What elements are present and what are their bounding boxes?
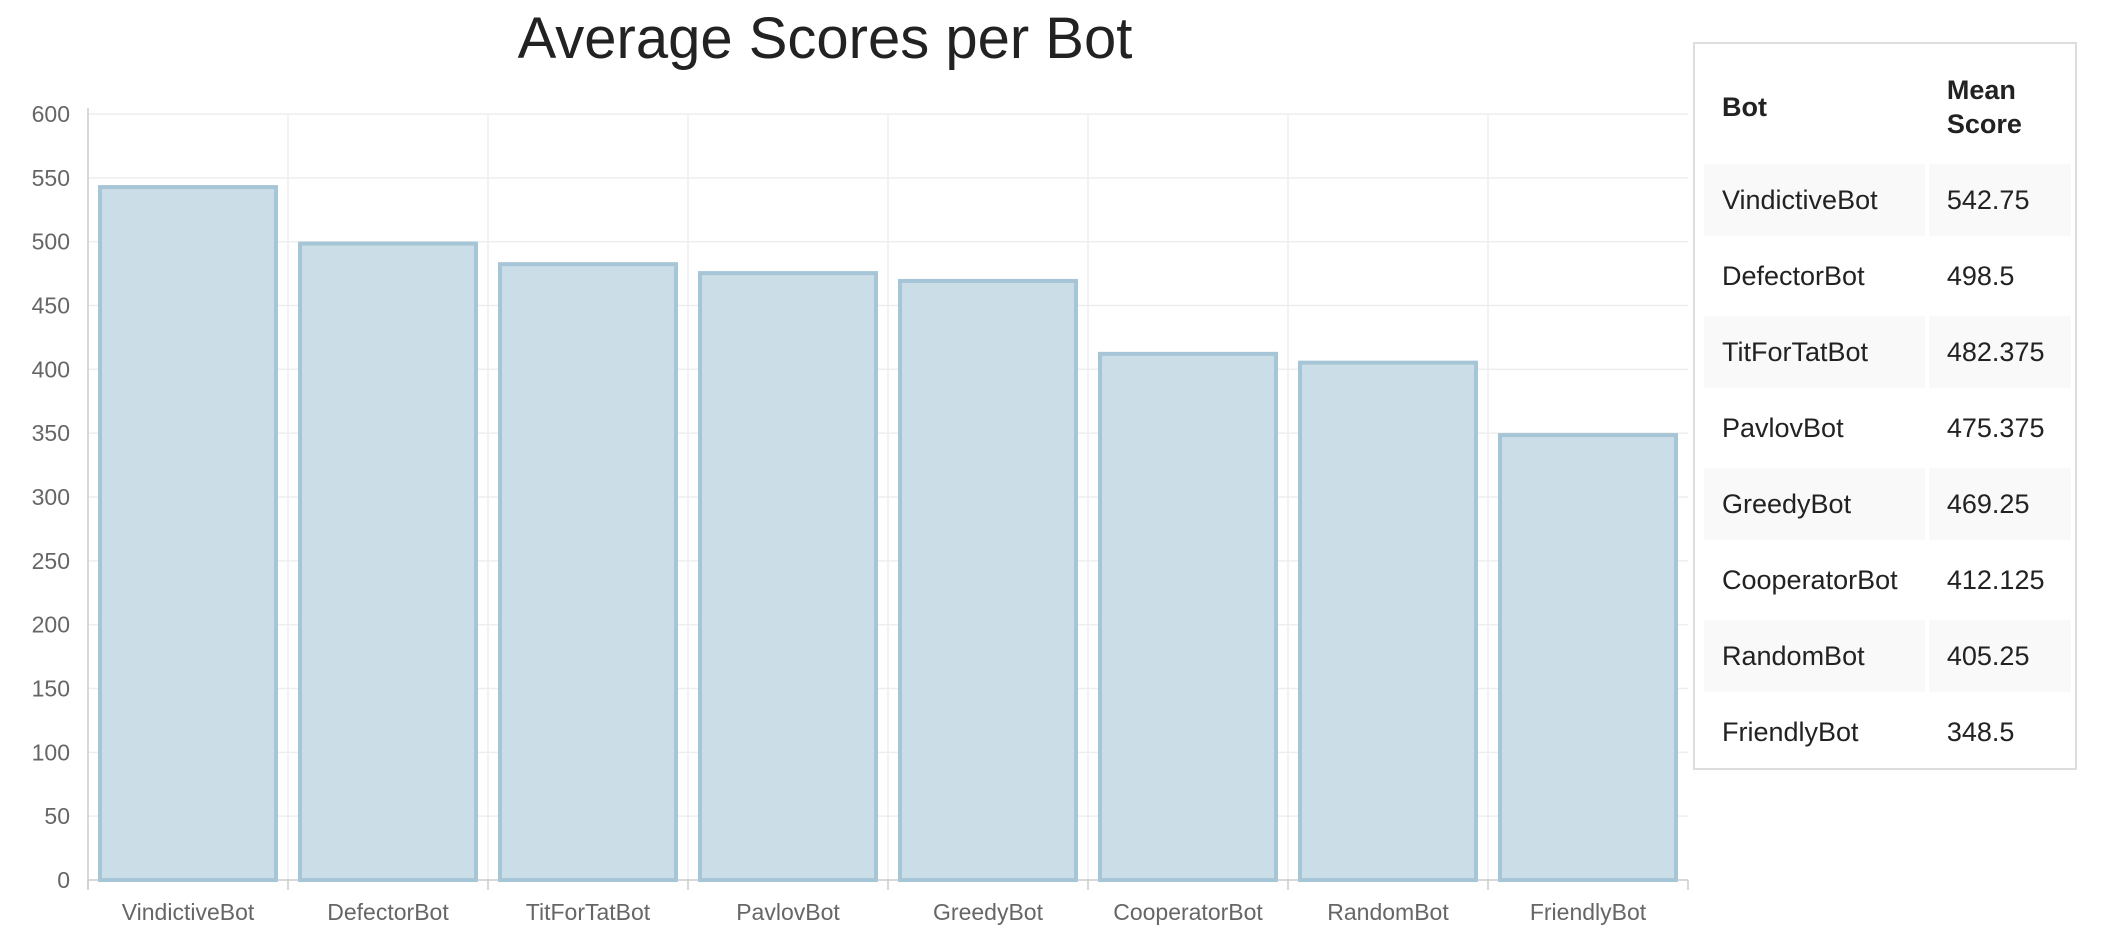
x-tick-label: FriendlyBot xyxy=(1530,899,1647,925)
mean-score-cell: 498.5 xyxy=(1928,240,2071,312)
mean-score-cell: 412.125 xyxy=(1928,544,2071,616)
x-tick-label: CooperatorBot xyxy=(1113,899,1263,925)
table-row: DefectorBot 498.5 xyxy=(1704,240,2071,312)
bot-name-cell: RandomBot xyxy=(1704,620,1925,692)
bot-name-cell: TitForTatBot xyxy=(1704,316,1925,388)
bot-name-cell: GreedyBot xyxy=(1704,468,1925,540)
mean-score-cell: 469.25 xyxy=(1928,468,2071,540)
bot-name-cell: DefectorBot xyxy=(1704,240,1925,312)
bar xyxy=(898,278,1078,882)
mean-score-cell: 348.5 xyxy=(1928,696,2071,768)
y-tick-label: 250 xyxy=(32,548,70,574)
bar xyxy=(98,185,278,882)
x-tick-labels: VindictiveBot DefectorBot TitForTatBot Pavl… xyxy=(122,899,1647,925)
x-tick-label: RandomBot xyxy=(1327,899,1449,925)
bar xyxy=(1298,360,1478,882)
mean-score-cell: 482.375 xyxy=(1928,316,2071,388)
bot-name-cell: VindictiveBot xyxy=(1704,164,1925,236)
x-tick-label: GreedyBot xyxy=(933,899,1044,925)
bar xyxy=(498,262,678,882)
bar xyxy=(1498,433,1678,882)
header-mean-score: Mean Score xyxy=(1928,53,2071,160)
table-row: GreedyBot 469.25 xyxy=(1704,468,2071,540)
y-tick-label: 50 xyxy=(44,803,70,829)
mean-score-cell: 542.75 xyxy=(1928,164,2071,236)
table-row: CooperatorBot 412.125 xyxy=(1704,544,2071,616)
x-tick-label: VindictiveBot xyxy=(122,899,255,925)
mean-score-cell: 475.375 xyxy=(1928,392,2071,464)
bar-chart: 0 50 100 150 200 250 300 350 400 450 500 550 600 Vin… xyxy=(32,101,1689,925)
y-tick-label: 100 xyxy=(32,739,70,765)
table-body: VindictiveBot 542.75 DefectorBot 498.5 T… xyxy=(1704,164,2071,768)
bot-name-cell: PavlovBot xyxy=(1704,392,1925,464)
y-tick-label: 350 xyxy=(32,420,70,446)
bar-layer xyxy=(98,185,1678,883)
y-tick-label: 600 xyxy=(32,101,70,127)
bot-name-cell: CooperatorBot xyxy=(1704,544,1925,616)
y-tick-label: 0 xyxy=(57,867,70,893)
x-tick-label: DefectorBot xyxy=(327,899,449,925)
bar xyxy=(1098,351,1278,882)
table-row: TitForTatBot 482.375 xyxy=(1704,316,2071,388)
table-header-row: Bot Mean Score xyxy=(1704,53,2071,160)
y-tick-label: 200 xyxy=(32,612,70,638)
chart-title: Average Scores per Bot xyxy=(517,6,1133,71)
table-row: PavlovBot 475.375 xyxy=(1704,392,2071,464)
table-row: VindictiveBot 542.75 xyxy=(1704,164,2071,236)
mean-score-panel: Bot Mean Score VindictiveBot 542.75 Defe… xyxy=(1693,42,2077,770)
header-bot: Bot xyxy=(1704,53,1925,160)
y-tick-labels: 0 50 100 150 200 250 300 350 400 450 500 550 600 xyxy=(32,101,70,893)
y-tick-label: 300 xyxy=(32,484,70,510)
bar xyxy=(698,271,878,883)
y-tick-label: 500 xyxy=(32,229,70,255)
x-tick-label: PavlovBot xyxy=(736,899,840,925)
y-tick-label: 400 xyxy=(32,356,70,382)
y-tick-label: 150 xyxy=(32,676,70,702)
y-tick-label: 550 xyxy=(32,165,70,191)
bot-name-cell: FriendlyBot xyxy=(1704,696,1925,768)
table-row: RandomBot 405.25 xyxy=(1704,620,2071,692)
y-tick-label: 450 xyxy=(32,293,70,319)
table-row: FriendlyBot 348.5 xyxy=(1704,696,2071,768)
bar xyxy=(298,241,478,882)
mean-score-cell: 405.25 xyxy=(1928,620,2071,692)
x-tick-label: TitForTatBot xyxy=(526,899,651,925)
mean-score-table: Bot Mean Score VindictiveBot 542.75 Defe… xyxy=(1700,49,2075,772)
